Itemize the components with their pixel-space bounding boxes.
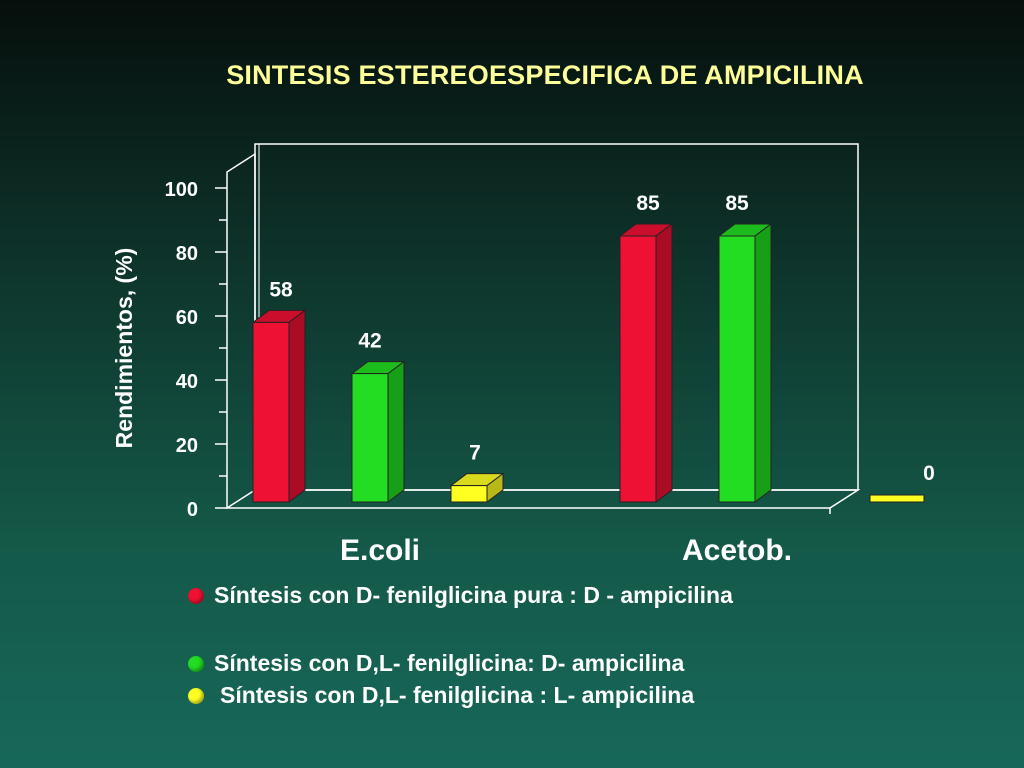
y-tick-label: 60 <box>176 307 198 329</box>
bar-side <box>288 309 306 503</box>
y-tick-label: 20 <box>176 435 198 457</box>
bar-acetob-s1 <box>718 235 756 503</box>
y-tick-label: 100 <box>165 179 198 201</box>
x-category-label: E.coli <box>340 534 420 567</box>
data-label: 85 <box>636 192 660 215</box>
data-label: 7 <box>469 442 481 465</box>
legend-item-dl-d-ampicilina: Síntesis con D,L- fenilglicina: D- ampic… <box>188 650 684 677</box>
bar-side <box>387 360 405 503</box>
bar-side <box>754 223 772 503</box>
bar-ecoli-s1 <box>351 373 389 503</box>
chart-floor <box>224 489 861 509</box>
legend-label: Síntesis con D,L- fenilglicina : L- ampi… <box>220 682 695 708</box>
chart-side-wall <box>226 152 256 508</box>
legend-label: Síntesis con D,L- fenilglicina: D- ampic… <box>214 650 685 676</box>
legend-swatch <box>188 587 204 604</box>
x-category-label: Acetob. <box>682 534 792 567</box>
bar-acetob-s0 <box>619 235 657 503</box>
legend-item-dl-l-ampicilina: Síntesis con D,L- fenilglicina : L- ampi… <box>188 682 694 709</box>
legend-swatch <box>188 655 204 672</box>
legend-swatch <box>188 687 204 704</box>
y-tick-label: 80 <box>176 243 198 265</box>
y-tick-label: 0 <box>187 499 198 521</box>
chart-title: SINTESIS ESTEREOESPECIFICA DE AMPICILINA <box>226 60 864 90</box>
bar-side <box>655 223 673 503</box>
data-label: 0 <box>923 462 935 485</box>
bar-ecoli-s0 <box>252 321 290 503</box>
y-axis-label: Rendimientos, (%) <box>111 248 137 449</box>
data-label: 58 <box>269 278 293 301</box>
data-label: 42 <box>358 330 381 353</box>
data-label: 85 <box>725 192 749 215</box>
legend-label: Síntesis con D- fenilglicina pura : D - … <box>214 582 733 608</box>
y-tick-label: 40 <box>176 371 198 393</box>
bar-ecoli-s2 <box>450 485 488 503</box>
bar-acetob-s2 <box>869 494 925 503</box>
legend-item-d-ampicilina-pura: Síntesis con D- fenilglicina pura : D - … <box>188 582 733 609</box>
